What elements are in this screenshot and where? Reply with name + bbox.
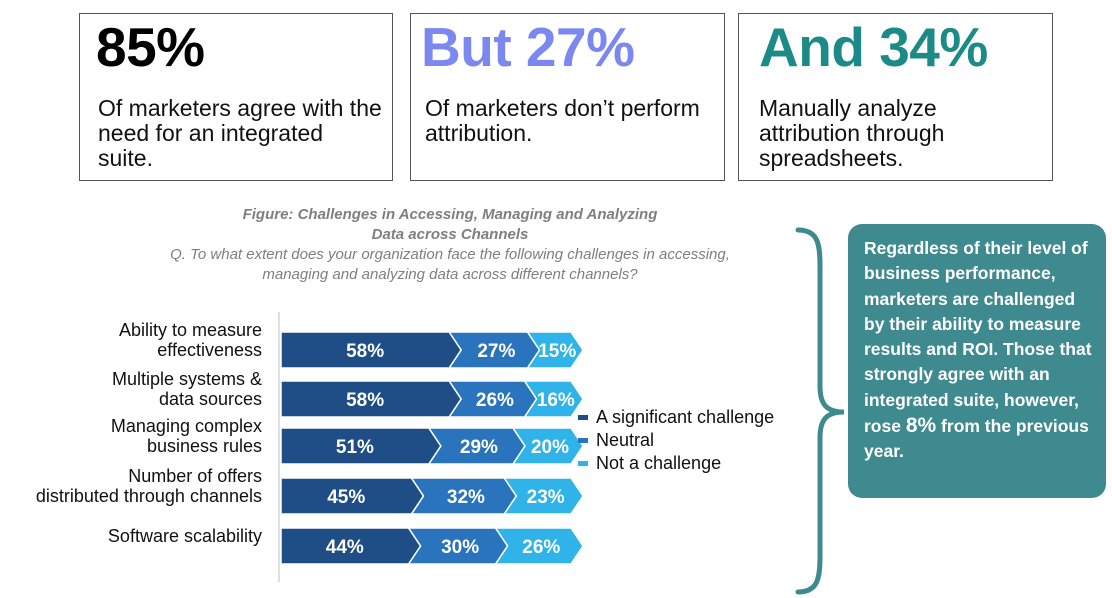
bar-label-3-2: 29% (460, 437, 498, 458)
bar-label-2-1: 58% (346, 390, 384, 411)
legend-label-neutral: Neutral (596, 430, 655, 450)
category-label-1-line-2: effectiveness (157, 340, 262, 360)
category-label-3-line-2: business rules (146, 436, 262, 456)
stat-1-description: Of marketers agree with the need for an … (98, 95, 382, 171)
stat-box-2: But 27% Of marketers don’t perform attri… (410, 13, 725, 181)
bar-segment-5-3 (494, 527, 584, 565)
bar-segment-4-3 (502, 477, 584, 515)
bar-label-3-1: 51% (336, 437, 374, 458)
legend-item-not-challenge: Not a challenge (578, 453, 721, 473)
figure-title-line-2: Data across Channels (371, 226, 529, 243)
callout-text-before: Regardless of their level of business pe… (864, 238, 1092, 437)
bar-label-4-3: 23% (527, 487, 565, 508)
callout-box: Regardless of their level of business pe… (848, 224, 1106, 498)
figure-question-line-2: managing and analyzing data across diffe… (262, 266, 638, 283)
bar-label-5-3: 26% (522, 537, 560, 558)
stat-box-3: And 34% Manually analyze attribution thr… (738, 13, 1053, 181)
category-label-4-line-1: Number of offers (128, 466, 262, 486)
bar-label-1-2: 27% (477, 341, 515, 362)
stat-2-description: Of marketers don’t perform attribution. (425, 95, 700, 146)
figure-title-line-1: Figure: Challenges in Accessing, Managin… (242, 206, 658, 223)
callout-text: Regardless of their level of business pe… (864, 236, 1098, 465)
bar-label-3-3: 20% (531, 437, 569, 458)
bar-segment-2-3 (523, 380, 584, 418)
callout-text-after: from the previous year. (864, 416, 1089, 462)
category-label-2-line-1: Multiple systems & (111, 369, 262, 389)
stat-box-1: 85% Of marketers agree with the need for… (79, 13, 393, 181)
legend-swatch-not-challenge (578, 460, 588, 466)
bar-label-4-2: 32% (447, 487, 485, 508)
callout-highlight: 8% (905, 414, 937, 438)
curly-brace (795, 227, 845, 595)
bar-label-1-3: 15% (538, 341, 576, 362)
stat-2-value: But 27% (421, 16, 635, 78)
category-label-5-line-1: Software scalability (107, 526, 262, 546)
bar-label-4-1: 45% (327, 487, 365, 508)
figure-question-line-1: Q. To what extent does your organization… (170, 246, 730, 263)
bar-label-5-1: 44% (326, 537, 364, 558)
legend-label-significant: A significant challenge (596, 407, 775, 427)
category-label-1-line-1: Ability to measure (118, 320, 262, 340)
stat-3-description: Manually analyze attribution through spr… (759, 95, 945, 171)
stat-3-value: And 34% (759, 16, 988, 78)
bar-label-5-2: 30% (441, 537, 479, 558)
bar-segment-1-3 (526, 331, 584, 369)
bar-label-2-2: 26% (476, 390, 514, 411)
category-label-2-line-2: data sources (158, 389, 262, 409)
category-label-3-line-1: Managing complex (110, 416, 262, 436)
legend-swatch-neutral (578, 437, 588, 443)
category-label-4-line-2: distributed through channels (35, 486, 262, 506)
legend-item-neutral: Neutral (578, 430, 654, 450)
legend-swatch-significant (578, 414, 588, 420)
bar-label-2-3: 16% (537, 390, 575, 411)
bar-label-1-1: 58% (346, 341, 384, 362)
legend-label-not-challenge: Not a challenge (596, 453, 722, 473)
bar-segment-3-3 (511, 427, 584, 465)
stat-1-value: 85% (96, 16, 205, 78)
legend-item-significant: A significant challenge (578, 407, 774, 427)
